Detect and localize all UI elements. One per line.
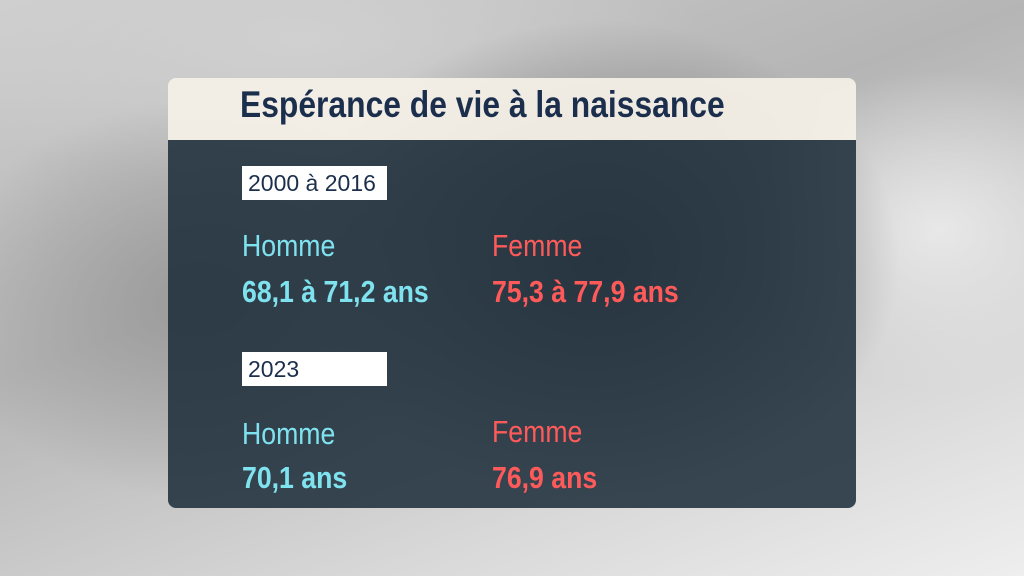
femme-value: 76,9 ans xyxy=(492,460,598,495)
femme-value: 75,3 à 77,9 ans xyxy=(492,274,679,309)
period-label: 2023 xyxy=(242,352,387,386)
period-label: 2000 à 2016 xyxy=(242,166,387,200)
title-box xyxy=(168,78,856,140)
homme-label: Homme xyxy=(242,416,336,451)
panel xyxy=(168,140,856,508)
homme-label: Homme xyxy=(242,228,336,263)
femme-label: Femme xyxy=(492,228,583,263)
femme-label: Femme xyxy=(492,414,583,449)
homme-value: 70,1 ans xyxy=(242,460,348,495)
homme-value: 68,1 à 71,2 ans xyxy=(242,274,429,309)
title: Espérance de vie à la naissance xyxy=(240,84,725,125)
